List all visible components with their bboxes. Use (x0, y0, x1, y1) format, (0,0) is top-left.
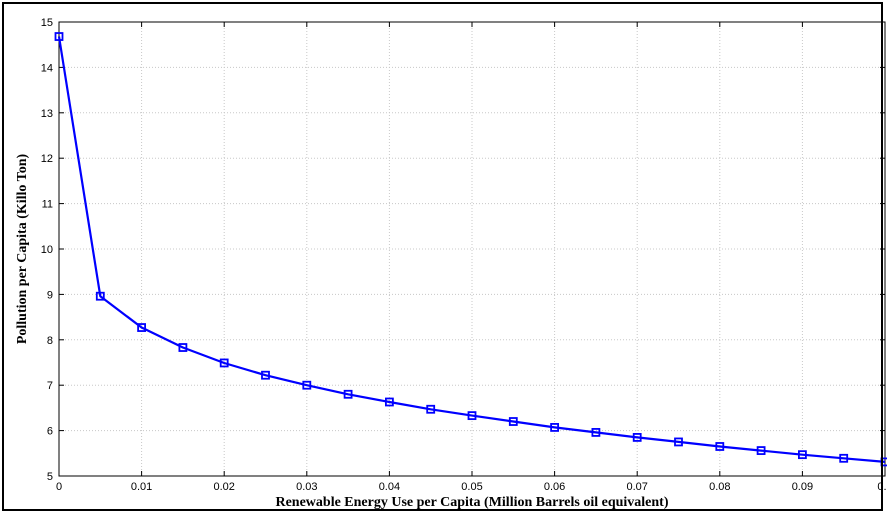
y-tick-label: 7 (47, 380, 53, 392)
x-tick-label: 0.02 (213, 481, 234, 493)
y-tick-label: 9 (47, 289, 53, 301)
x-tick-label: 0.03 (296, 481, 317, 493)
y-tick-label: 11 (42, 199, 53, 211)
x-tick-label: 0.09 (792, 481, 813, 493)
x-tick-label: 0.1 (877, 481, 887, 493)
grid-lines (59, 22, 885, 476)
y-tick-label: 5 (47, 471, 53, 483)
y-tick-label: 15 (41, 17, 53, 29)
y-tick-label: 10 (41, 244, 53, 256)
x-tick-label: 0.05 (461, 481, 482, 493)
x-tick-label: 0.06 (544, 481, 565, 493)
x-tick-label: 0.07 (626, 481, 647, 493)
y-tick-label: 13 (41, 108, 53, 120)
series-group (56, 33, 887, 465)
y-tick-label: 12 (41, 153, 53, 165)
y-axis-title: Pollution per Capita (Killo Ton) (15, 154, 30, 345)
x-tick-label: 0.01 (131, 481, 152, 493)
x-axis-title: Renewable Energy Use per Capita (Million… (275, 495, 668, 510)
y-tick-label: 8 (47, 335, 53, 347)
tick-labels: 0 0.01 0.02 0.03 0.04 0.05 0.06 0.07 0.08 0.09 0.1… (41, 17, 887, 493)
y-tick-label: 6 (47, 426, 53, 438)
x-tick-label: 0 (56, 481, 62, 493)
y-tick-label: 14 (41, 62, 53, 74)
x-tick-label: 0.04 (379, 481, 400, 493)
x-tick-label: 0.08 (709, 481, 730, 493)
